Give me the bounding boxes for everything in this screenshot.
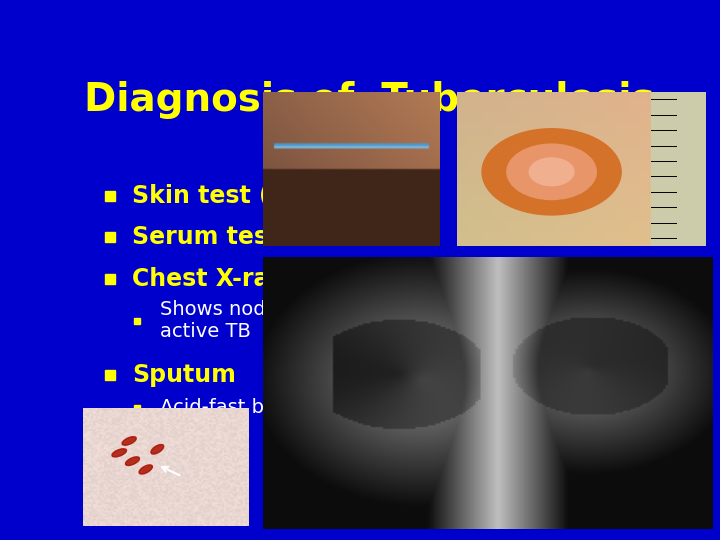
Text: Chest X-ray: Chest X-ray [132,267,284,291]
Circle shape [507,144,596,199]
Ellipse shape [112,449,127,457]
Ellipse shape [139,465,153,474]
Ellipse shape [125,457,140,465]
Circle shape [529,158,574,186]
Text: Serum test: Serum test [132,225,279,249]
Ellipse shape [122,437,136,445]
Text: Shows nodules in
active TB: Shows nodules in active TB [160,300,329,341]
Text: Skin test (PPD): Skin test (PPD) [132,184,335,208]
Ellipse shape [151,444,163,454]
Bar [651,92,706,246]
Text: Acid-fast bacilli: Acid-fast bacilli [160,399,308,417]
Text: Diagnosis of  Tuberculosis: Diagnosis of Tuberculosis [84,81,654,119]
Circle shape [482,129,621,215]
Text: Sputum: Sputum [132,362,235,387]
